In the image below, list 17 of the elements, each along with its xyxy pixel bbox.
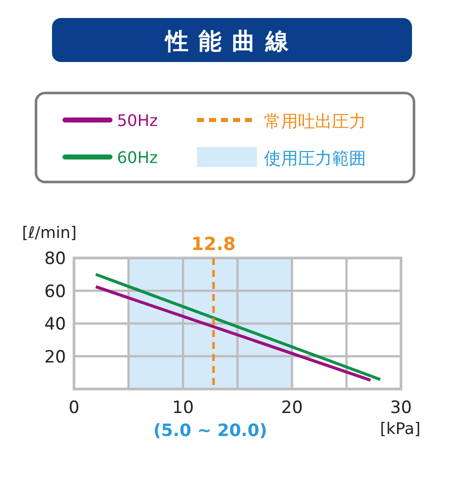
x-tick-label: 0 — [68, 398, 80, 418]
legend-label: 常用吐出圧力 — [264, 112, 366, 132]
text: (5.0 ~ 20.0) — [153, 421, 268, 441]
annotation: 12.8 — [191, 234, 236, 255]
y-tick-label: 60 — [44, 282, 66, 302]
x-axis-title: [kPa] — [380, 419, 420, 438]
y-tick-label: 80 — [44, 249, 66, 269]
x-tick-label: 10 — [172, 398, 194, 418]
y-tick-label: 40 — [44, 314, 66, 334]
x-tick-label: 20 — [281, 398, 303, 418]
legend-label: 60Hz — [117, 148, 158, 167]
legend-label: 使用圧力範囲 — [264, 149, 366, 169]
x-tick-label: 30 — [390, 398, 412, 418]
y-axis-title: [ℓ/min] — [22, 223, 77, 242]
legend-label: 50Hz — [117, 111, 158, 130]
chart-title: 性能曲線 — [163, 29, 299, 55]
y-tick-label: 20 — [44, 347, 66, 368]
